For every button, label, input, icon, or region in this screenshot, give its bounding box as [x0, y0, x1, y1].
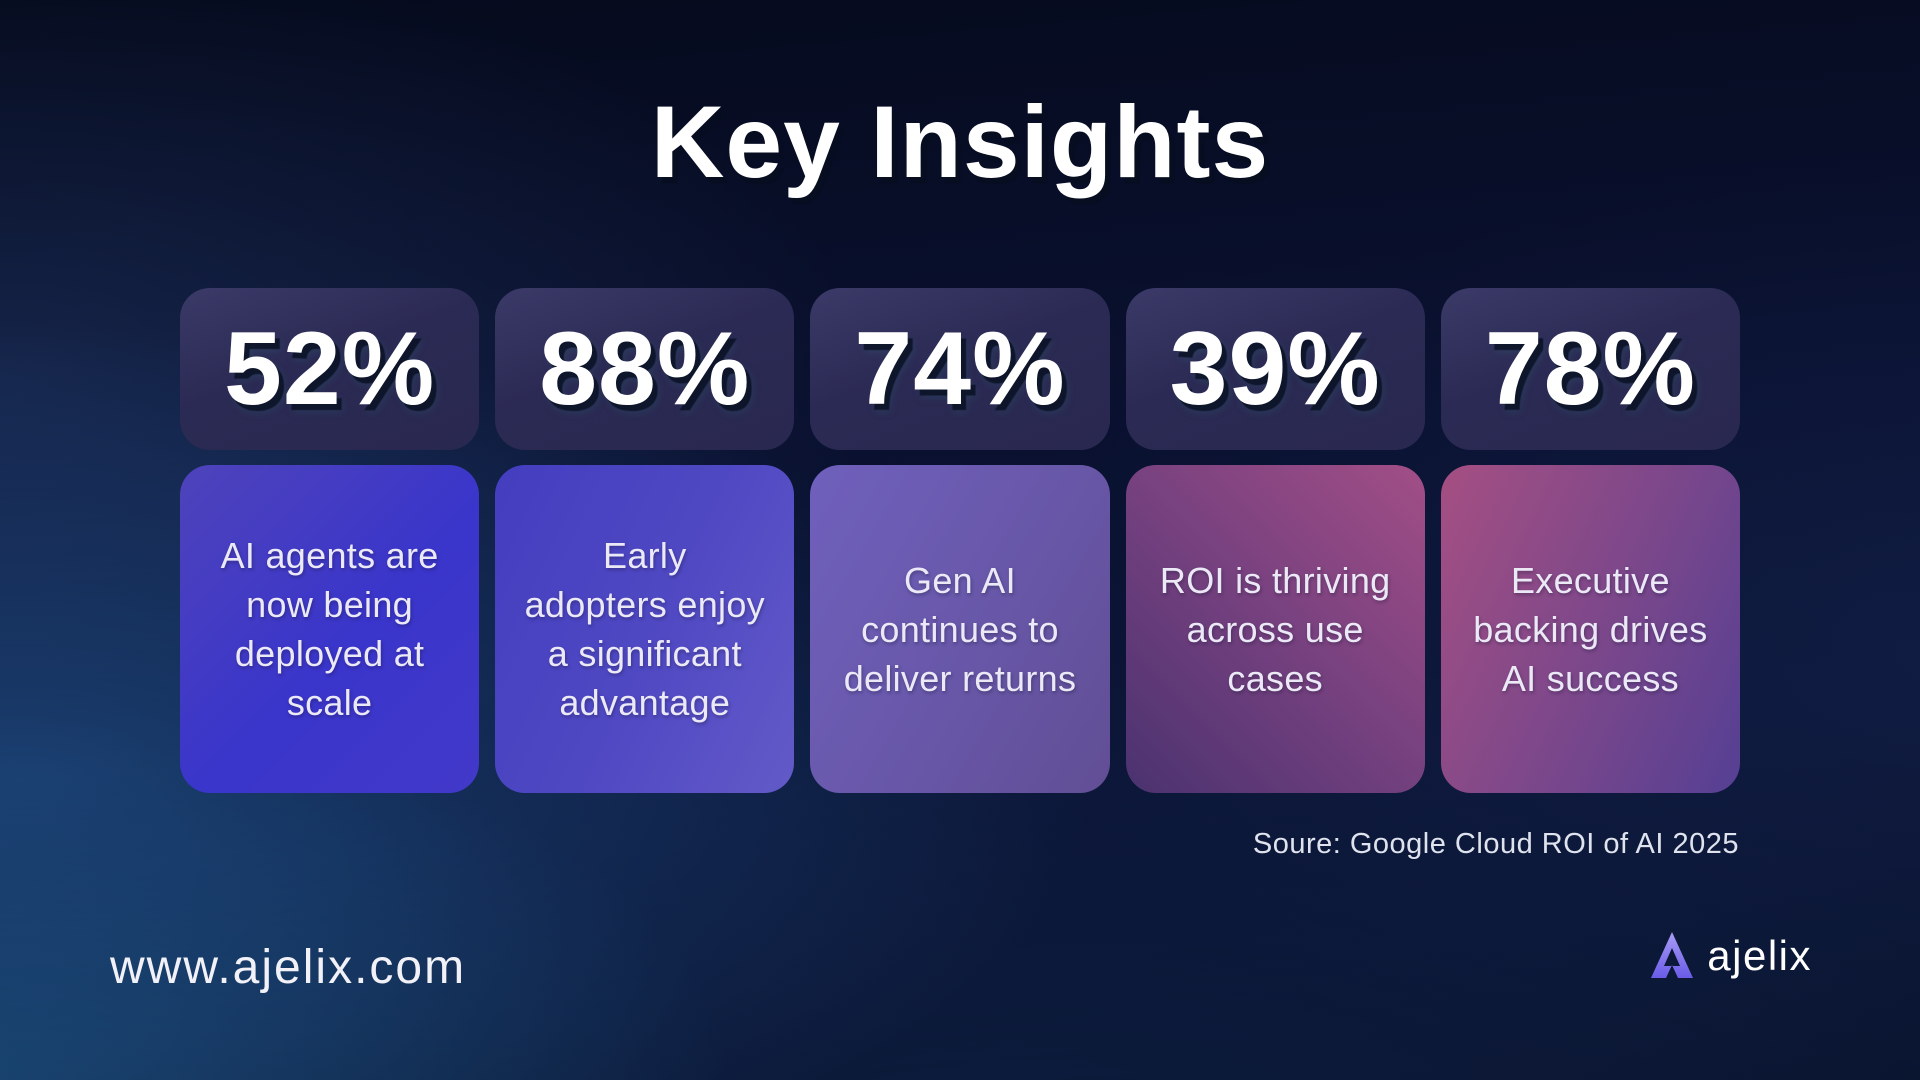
stat-card: 52% [180, 288, 480, 450]
stat-value: 39% [1169, 310, 1381, 427]
description-text: Early adopters enjoy a significant advan… [524, 535, 765, 723]
description-text: Executive backing drives AI success [1473, 559, 1708, 699]
page-title: Key Insights [650, 85, 1270, 199]
insight-column: 78% Executive backing drives AI success [1440, 288, 1740, 793]
stat-value: 74% [854, 310, 1066, 427]
stat-card: 39% [1125, 288, 1425, 450]
source-note: Soure: Google Cloud ROI of AI 2025 [1252, 828, 1739, 860]
description-card: Executive backing drives AI success [1440, 465, 1740, 793]
insight-column: 39% ROI is thriving across use cases [1125, 288, 1425, 793]
insight-column: 88% Early adopters enjoy a significant a… [495, 288, 795, 793]
ajelix-triangle-logo-icon [1647, 930, 1697, 982]
stat-value: 88% [539, 310, 751, 427]
insight-column: 52% AI agents are now being deployed at … [180, 288, 480, 793]
stat-value: 52% [224, 310, 436, 427]
insight-column: 74% Gen AI continues to deliver returns [810, 288, 1110, 793]
brand-logo: ajelix [1647, 930, 1812, 982]
website-url: www.ajelix.com [110, 941, 467, 994]
stat-card: 74% [810, 288, 1110, 450]
description-card: AI agents are now being deployed at scal… [180, 465, 480, 793]
stat-value: 78% [1484, 310, 1696, 427]
description-card: Gen AI continues to deliver returns [810, 465, 1110, 793]
stat-card: 88% [495, 288, 795, 450]
description-text: AI agents are now being deployed at scal… [220, 535, 439, 723]
description-card: ROI is thriving across use cases [1125, 465, 1425, 793]
description-card: Early adopters enjoy a significant advan… [495, 465, 795, 793]
brand-name: ajelix [1707, 932, 1812, 979]
description-text: ROI is thriving across use cases [1159, 559, 1391, 699]
stat-card: 78% [1440, 288, 1740, 450]
insights-grid: 52% AI agents are now being deployed at … [180, 288, 1740, 793]
description-text: Gen AI continues to deliver returns [843, 559, 1077, 699]
